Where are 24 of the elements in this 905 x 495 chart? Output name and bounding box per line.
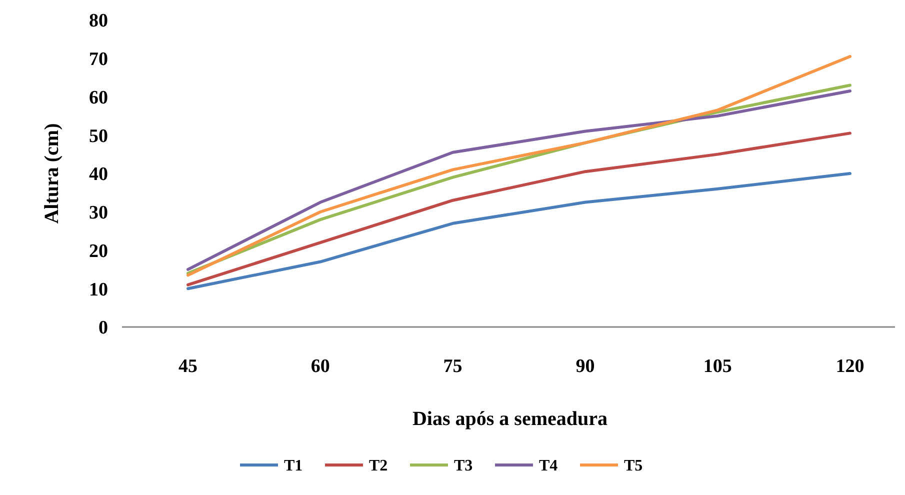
legend-label: T1 <box>284 458 303 475</box>
legend-label: T4 <box>539 458 558 475</box>
y-tick-label: 20 <box>89 240 108 262</box>
x-axis-title: Dias após a semeadura <box>412 408 608 430</box>
y-tick-label: 40 <box>89 164 108 186</box>
legend-label: T5 <box>624 458 643 475</box>
line-series <box>186 172 852 290</box>
y-tick-label: 30 <box>89 202 108 224</box>
y-tick-label: 50 <box>89 126 108 147</box>
legend-label: T3 <box>454 458 473 475</box>
x-tick-label: 90 <box>576 356 595 377</box>
x-tick-label: 105 <box>703 356 732 377</box>
x-tick-label: 120 <box>836 356 864 377</box>
y-axis-title: Altura (cm) <box>41 123 63 224</box>
legend-label: T2 <box>369 458 388 475</box>
x-tick-label: 45 <box>178 356 198 377</box>
y-tick-label: 80 <box>89 10 108 32</box>
y-tick-label: 70 <box>89 49 108 70</box>
y-tick-label: 0 <box>98 318 108 339</box>
line-series <box>186 132 852 286</box>
x-tick-label: 75 <box>443 356 462 377</box>
y-tick-label: 10 <box>89 279 108 300</box>
y-tick-label: 60 <box>89 87 108 108</box>
x-tick-label: 60 <box>310 356 330 377</box>
